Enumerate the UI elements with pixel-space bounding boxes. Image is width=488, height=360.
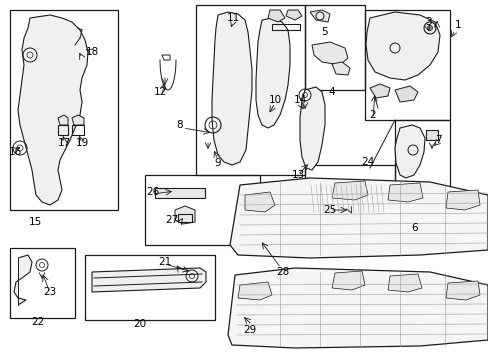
Text: 26: 26 [146, 187, 159, 197]
Text: 14: 14 [293, 95, 306, 105]
Text: 23: 23 [43, 287, 57, 297]
Polygon shape [299, 87, 325, 170]
Bar [425, 130, 437, 140]
Polygon shape [445, 281, 479, 300]
Text: 22: 22 [31, 317, 44, 327]
Polygon shape [369, 84, 389, 98]
Text: 29: 29 [243, 325, 256, 335]
Polygon shape [244, 192, 274, 212]
Text: 8: 8 [176, 120, 183, 130]
Text: 1: 1 [454, 20, 460, 30]
Text: 11: 11 [226, 13, 239, 23]
Text: 13: 13 [291, 170, 304, 180]
Text: 9: 9 [214, 158, 221, 168]
Bar [196, 5, 305, 175]
Bar [145, 175, 260, 245]
Text: 3: 3 [424, 17, 430, 27]
Polygon shape [227, 268, 487, 348]
Bar [10, 248, 75, 318]
Bar [364, 10, 449, 120]
Text: 4: 4 [328, 87, 335, 97]
Polygon shape [256, 18, 289, 128]
Polygon shape [92, 268, 205, 292]
Text: 27: 27 [165, 215, 178, 225]
Bar [271, 24, 299, 30]
Polygon shape [387, 274, 421, 292]
Text: 12: 12 [153, 87, 166, 97]
Polygon shape [18, 15, 88, 205]
Polygon shape [331, 271, 364, 290]
Text: 24: 24 [361, 157, 374, 167]
Polygon shape [311, 42, 347, 65]
Text: 2: 2 [369, 110, 376, 120]
Polygon shape [14, 255, 32, 305]
Polygon shape [212, 12, 251, 165]
Polygon shape [309, 10, 329, 22]
Polygon shape [285, 10, 302, 20]
Polygon shape [58, 115, 68, 125]
Polygon shape [445, 190, 479, 210]
Text: 15: 15 [28, 217, 41, 227]
Text: 20: 20 [133, 319, 146, 329]
Text: 28: 28 [276, 267, 289, 277]
Polygon shape [331, 181, 367, 200]
Bar [305, 165, 394, 240]
Bar [155, 188, 204, 198]
Text: 6: 6 [411, 223, 417, 233]
Polygon shape [331, 62, 349, 75]
Bar [178, 214, 192, 222]
Text: 16: 16 [8, 147, 21, 157]
Bar [394, 120, 449, 230]
Text: 10: 10 [268, 95, 281, 105]
Polygon shape [175, 206, 195, 224]
Polygon shape [267, 10, 285, 22]
Polygon shape [238, 282, 271, 300]
Bar [10, 10, 118, 210]
Polygon shape [394, 86, 417, 102]
Text: 19: 19 [75, 138, 88, 148]
Bar [309, 185, 384, 212]
Circle shape [427, 26, 431, 31]
Polygon shape [394, 125, 424, 178]
Text: 7: 7 [434, 135, 440, 145]
Bar [85, 255, 215, 320]
Bar [58, 125, 68, 135]
Text: 18: 18 [85, 47, 99, 57]
Polygon shape [374, 205, 387, 218]
Text: 17: 17 [57, 138, 70, 148]
Polygon shape [365, 12, 439, 80]
Polygon shape [72, 115, 84, 125]
Text: 5: 5 [320, 27, 326, 37]
Text: 21: 21 [158, 257, 171, 267]
Text: 25: 25 [323, 205, 336, 215]
Bar [305, 5, 364, 90]
Bar [72, 125, 84, 135]
Polygon shape [229, 178, 487, 258]
Polygon shape [387, 183, 422, 202]
